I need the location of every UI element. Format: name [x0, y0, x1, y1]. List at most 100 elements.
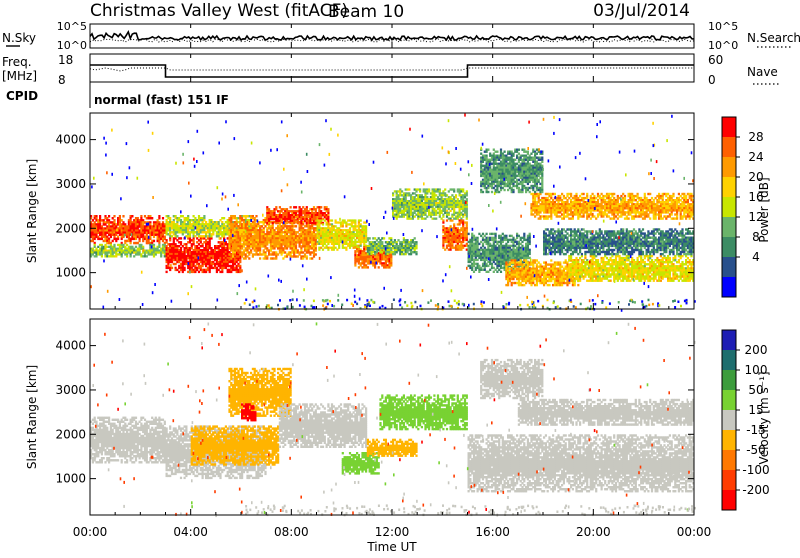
data-cell — [426, 196, 428, 198]
data-cell — [559, 263, 561, 265]
freq-label: Freq. — [2, 55, 32, 69]
data-cell — [180, 237, 182, 239]
data-cell — [378, 266, 380, 268]
data-cell — [466, 190, 468, 192]
noise-tick-left-top: 10^5 — [57, 20, 87, 33]
data-cell — [266, 247, 268, 249]
data-cell — [539, 263, 541, 265]
data-cell — [117, 238, 119, 241]
data-cell — [266, 257, 268, 259]
data-cell — [442, 225, 444, 227]
data-cell — [315, 249, 317, 251]
data-cell — [295, 225, 297, 227]
data-cell — [367, 266, 369, 268]
data-cell — [520, 259, 522, 261]
data-cell — [466, 206, 468, 208]
data-cell — [514, 259, 516, 261]
data-cell — [189, 235, 191, 237]
data-cell — [255, 215, 257, 217]
data-cell — [428, 210, 430, 212]
data-cell — [345, 249, 347, 251]
data-cell — [293, 222, 295, 224]
data-cell — [121, 255, 123, 257]
noise-sky-label: N.Sky — [2, 31, 36, 45]
data-cell — [322, 223, 324, 225]
data-cell — [439, 216, 441, 218]
data-cell — [536, 284, 538, 286]
data-cell — [209, 271, 211, 273]
data-cell — [243, 221, 245, 223]
noise-tick-left-bottom: 10^0 — [57, 39, 87, 52]
data-cell — [369, 237, 371, 239]
data-cell — [419, 190, 421, 192]
data-cell — [525, 259, 527, 261]
data-cell — [466, 235, 468, 237]
data-cell — [453, 210, 455, 212]
data-cell — [338, 245, 340, 247]
data-cell — [158, 217, 160, 220]
data-cell — [529, 243, 531, 245]
data-cell — [530, 284, 532, 286]
data-cell — [272, 222, 274, 224]
data-cell — [550, 259, 552, 261]
data-cell — [290, 206, 292, 208]
data-cell — [212, 233, 214, 235]
data-cell — [365, 225, 367, 227]
data-cell — [275, 257, 277, 259]
noise-search-label: N.Search — [747, 31, 800, 45]
data-cell — [248, 257, 250, 259]
data-cell — [451, 219, 453, 221]
data-cell — [415, 247, 417, 249]
data-cell — [101, 255, 103, 257]
data-cell — [160, 255, 162, 257]
cpid-label: CPID — [6, 89, 38, 103]
data-cell — [113, 215, 115, 218]
noise-tick-right-bottom: 10^0 — [708, 39, 738, 52]
data-cell — [466, 194, 468, 196]
data-cell — [468, 233, 470, 235]
data-cell — [570, 257, 572, 259]
data-cell — [466, 225, 468, 227]
data-cell — [342, 225, 344, 227]
data-cell — [453, 190, 455, 192]
data-cell — [320, 206, 322, 208]
data-cell — [210, 237, 212, 239]
data-cell — [130, 242, 132, 245]
data-cell — [442, 219, 444, 221]
data-cell — [568, 259, 570, 261]
data-cell — [365, 229, 367, 231]
data-cell — [574, 284, 576, 286]
data-cell — [169, 239, 171, 241]
data-cell — [324, 219, 326, 221]
data-cell — [396, 218, 398, 220]
freq-unit-label: [MHz] — [2, 69, 37, 83]
data-cell — [561, 284, 563, 286]
data-cell — [466, 216, 468, 218]
data-cell — [236, 221, 238, 223]
data-cell — [246, 215, 248, 217]
data-cell — [408, 188, 410, 190]
data-cell — [442, 221, 444, 223]
data-cell — [543, 284, 545, 286]
data-cell — [131, 215, 133, 218]
data-cell — [466, 229, 468, 231]
data-cell — [318, 225, 320, 227]
data-cell — [577, 261, 579, 263]
data-cell — [306, 257, 308, 259]
data-cell — [442, 245, 444, 247]
data-cell — [360, 219, 362, 221]
data-cell — [286, 222, 288, 224]
data-cell — [451, 245, 453, 247]
data-cell — [176, 235, 178, 237]
data-cell — [466, 218, 468, 220]
cpid-text: normal (fast) 151 IF — [94, 93, 229, 107]
data-cell — [424, 218, 426, 220]
data-cell — [426, 192, 428, 194]
data-cell — [450, 225, 452, 227]
data-cell — [320, 219, 322, 221]
data-cell — [548, 284, 550, 286]
data-cell — [122, 215, 124, 218]
data-cell — [166, 271, 168, 273]
data-cell — [153, 240, 155, 243]
data-cell — [268, 222, 270, 224]
